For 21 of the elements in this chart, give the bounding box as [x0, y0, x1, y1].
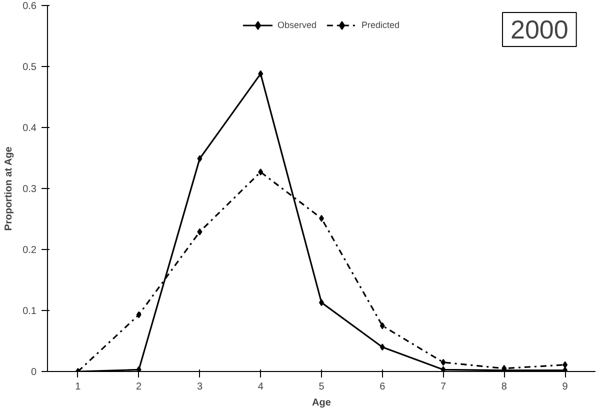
y-tick-label: 0: [30, 367, 37, 378]
y-tick-label: 0.4: [22, 123, 37, 134]
x-tick-label: 9: [562, 382, 568, 392]
y-tick-label: 0.1: [22, 306, 37, 317]
x-tick-label: 8: [501, 382, 508, 392]
x-tick-label: 3: [196, 382, 203, 392]
legend-label: Predicted: [362, 20, 400, 30]
legend-label: Observed: [277, 20, 316, 30]
x-tick-label: 5: [318, 382, 325, 392]
x-tick-label: 2: [136, 382, 142, 392]
y-tick-label: 0.6: [22, 1, 37, 12]
y-tick-label: 0.5: [22, 62, 37, 73]
y-tick-label: 0.2: [22, 245, 37, 256]
x-axis-title: Age: [312, 398, 332, 408]
y-tick-label: 0.3: [22, 184, 37, 195]
y-axis-title: Proportion at Age: [4, 146, 15, 231]
x-tick-label: 1: [75, 382, 82, 392]
x-tick-label: 7: [440, 382, 446, 392]
x-tick-label: 4: [258, 382, 264, 392]
annotation: 2000: [510, 14, 568, 44]
x-tick-label: 6: [380, 382, 386, 392]
